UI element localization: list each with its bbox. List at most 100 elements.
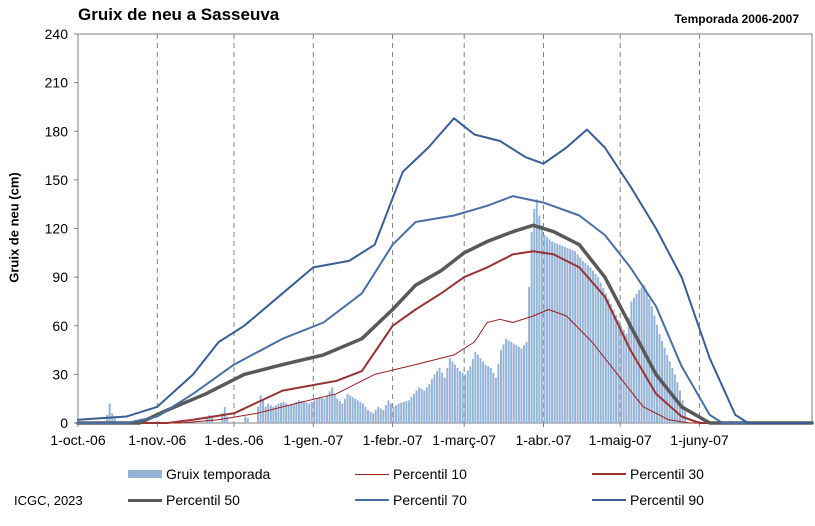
snow-depth-bar [448,358,451,423]
x-tick-label: 1-febr.-07 [363,432,423,448]
snow-depth-bar [338,401,341,423]
snow-depth-bar [443,377,446,423]
snow-depth-bar [625,333,628,423]
snow-depth-bar [420,388,423,423]
snow-depth-bar [359,401,362,423]
snow-depth-bar [561,245,564,423]
snow-depth-bar [387,400,390,423]
snow-depth-bar [484,364,487,423]
snow-depth-bar [272,406,275,423]
snow-depth-bar [356,400,359,423]
snow-depth-bar [615,314,618,423]
snow-depth-bar [512,343,515,423]
y-tick-label: 150 [45,172,69,188]
snow-depth-bar [433,374,436,423]
snow-depth-bar [244,416,247,423]
snow-depth-bar [290,404,293,423]
x-tick-label: 1-gen.-07 [283,432,343,448]
snow-depth-bar [436,371,439,423]
x-tick-label: 1-juny-07 [670,432,729,448]
snow-depth-bar [428,384,431,423]
snow-depth-bar [331,387,334,423]
x-tick-label: 1-des.-06 [204,432,263,448]
snow-depth-bar [282,401,285,423]
snow-depth-bar [502,344,505,423]
snow-depth-bar [441,372,444,423]
snow-depth-bar [517,346,520,423]
snow-depth-bar [438,367,441,423]
snow-depth-bar [308,403,311,423]
snow-depth-bar [287,405,290,423]
series-line-percentil-70 [77,195,813,424]
snow-depth-bar [300,401,303,423]
snow-depth-bar [277,403,280,423]
snow-depth-bar [586,265,589,423]
snow-depth-bar [341,403,344,423]
snow-depth-bar [489,367,492,423]
snow-depth-bar [208,414,211,423]
snow-depth-bar [471,358,474,423]
y-tick-label: 0 [60,415,68,431]
snow-depth-bar [525,341,528,423]
snow-depth-bar [620,325,623,423]
snow-depth-bar [566,247,569,423]
x-tick-label: 1-maig-07 [589,432,652,448]
snow-depth-bar [589,267,592,423]
x-tick-label: 1-març-07 [432,432,496,448]
snow-depth-bar [407,400,410,423]
snow-depth-bar [451,361,454,423]
snow-depth-bar [303,401,306,423]
snow-depth-bar [540,225,543,423]
snow-depth-bar [343,398,346,423]
snow-depth-bar [535,199,538,423]
snow-depth-bar [372,413,375,423]
snow-depth-bar [523,345,525,423]
snow-depth-bar [310,401,313,423]
snow-depth-bar [318,397,321,423]
snow-depth-bar [323,398,326,423]
snow-depth-bar [210,416,213,423]
snow-depth-bar [497,363,500,423]
snow-depth-bar [392,406,395,423]
snow-depth-bar [361,403,364,423]
snow-depth-bar [558,244,561,423]
snow-depth-bar [571,250,574,423]
credit-text: ICGC, 2023 [14,493,83,508]
snow-depth-bar [515,345,518,423]
x-tick-label: 1-oct.-06 [50,432,105,448]
snow-depth-bar [297,400,300,423]
snow-depth-bar [400,402,403,423]
snow-depth-bar [221,413,224,423]
snow-depth-bar [609,304,612,423]
snow-depth-bar [382,410,385,423]
chart-subtitle: Temporada 2006-2007 [674,12,799,26]
snow-depth-bar [546,237,548,423]
snow-depth-bar [320,397,323,423]
snow-depth-bar [617,320,620,423]
y-axis-label: Gruix de neu (cm) [6,172,22,283]
snow-depth-bar [576,254,579,423]
snow-depth-bar [466,370,469,423]
y-tick-label: 30 [52,366,68,382]
snow-depth-bar [333,393,336,423]
snow-depth-bar [556,243,559,423]
snow-depth-bar [374,410,377,423]
snow-depth-bar [397,403,400,423]
snow-depth-bar [482,361,485,423]
snow-depth-bar [604,293,607,423]
snow-depth-bar [505,338,508,423]
snow-depth-bar [487,366,490,423]
snow-depth-bar [632,297,635,423]
x-tick-label: 1-abr.-07 [515,432,571,448]
snow-depth-bar [464,374,467,423]
snow-depth-bar [551,241,554,423]
chart-title: Gruix de neu a Sasseuva [78,5,280,24]
snow-depth-bar [413,393,415,423]
series-line-percentil-50 [76,223,814,425]
snow-depth-bar [520,348,523,423]
snow-depth-bar [581,260,584,423]
snow-depth-bar [379,408,382,423]
snow-depth-bar [113,418,116,423]
snow-depth-bar [548,239,551,423]
